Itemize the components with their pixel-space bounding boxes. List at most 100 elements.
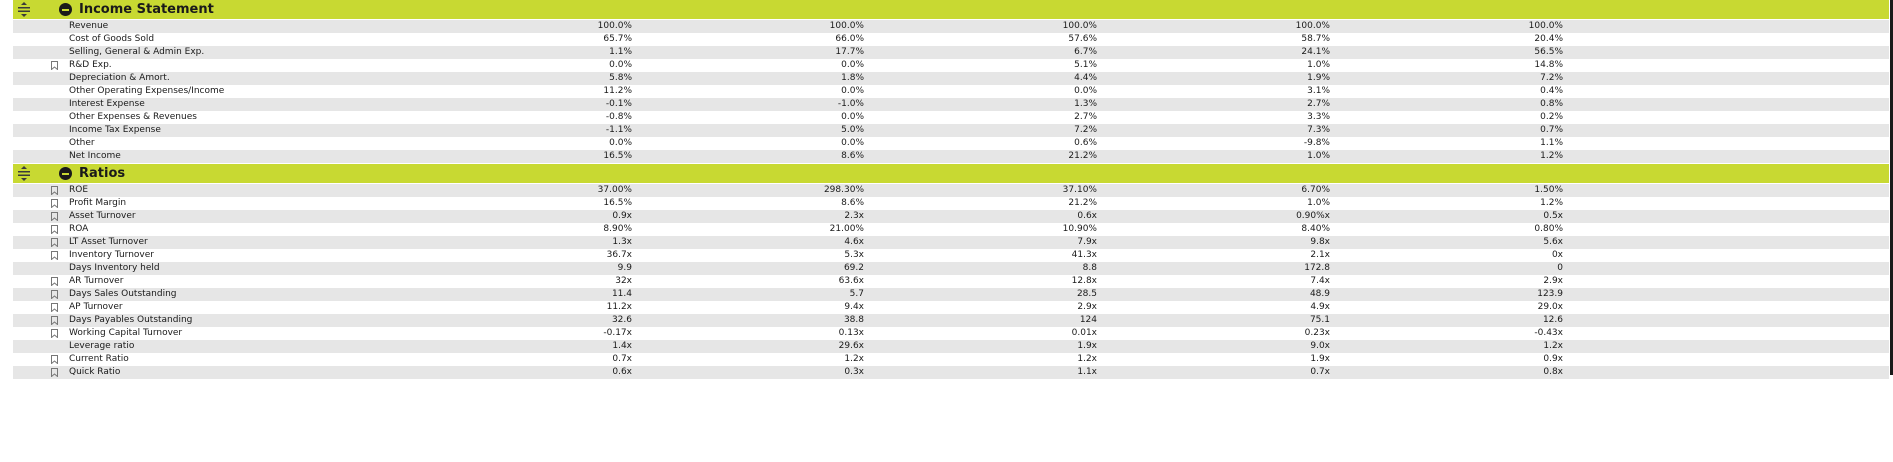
row-label: Asset Turnover (69, 211, 136, 221)
bookmark-icon[interactable] (51, 199, 58, 208)
cell-value: 1.9x (1077, 341, 1097, 351)
cell-value: 57.6% (1068, 34, 1097, 44)
bookmark-icon[interactable] (51, 355, 58, 364)
cell-value: 100.0% (597, 21, 632, 31)
cell-value: 63.6x (838, 276, 864, 286)
table-row-r-d-exp: R&D Exp. 0.0% 0.0% 5.1% 1.0% 14.8% (13, 59, 1889, 72)
cell-value: 5.8% (609, 73, 632, 83)
cell-value: 1.2x (844, 354, 864, 364)
cell-value: 8.6% (841, 151, 864, 161)
cell-value: 100.0% (829, 21, 864, 31)
table-row-inventory-turnover: Inventory Turnover 36.7x 5.3x 41.3x 2.1x 0x (13, 249, 1889, 262)
cell-value: 69.2 (843, 263, 864, 273)
cell-value: 11.4 (611, 289, 632, 299)
cell-value: 1.0% (1307, 60, 1330, 70)
cell-value: 7.2% (1540, 73, 1563, 83)
cell-value: 0.0% (609, 60, 632, 70)
cell-value: 1.2x (1543, 341, 1563, 351)
cell-value: 123.9 (1537, 289, 1563, 299)
cell-value: 0.4% (1540, 86, 1563, 96)
cell-value: 66.0% (835, 34, 864, 44)
collapse-icon[interactable] (59, 3, 72, 16)
row-label: AP Turnover (69, 302, 123, 312)
cell-value: 29.0x (1537, 302, 1563, 312)
cell-value: 24.1% (1301, 47, 1330, 57)
cell-value: 1.8% (841, 73, 864, 83)
cell-value: 2.7% (1074, 112, 1097, 122)
bookmark-icon[interactable] (51, 61, 58, 70)
bookmark-icon[interactable] (51, 212, 58, 221)
cell-value: 36.7x (606, 250, 632, 260)
bookmark-icon[interactable] (51, 316, 58, 325)
bookmark-icon[interactable] (51, 277, 58, 286)
bookmark-icon[interactable] (51, 238, 58, 247)
cell-value: 8.8 (1082, 263, 1097, 273)
cell-value: 1.9x (1310, 354, 1330, 364)
row-label: Depreciation & Amort. (69, 73, 170, 83)
bookmark-icon[interactable] (51, 186, 58, 195)
cell-value: 8.6% (841, 198, 864, 208)
cell-value: 16.5% (603, 198, 632, 208)
bookmark-icon[interactable] (51, 368, 58, 377)
cell-value: 0.0% (609, 138, 632, 148)
cell-value: 14.8% (1534, 60, 1563, 70)
section-title: Income Statement (79, 2, 214, 17)
cell-value: 11.2% (603, 86, 632, 96)
table-row-days-sales-outstanding: Days Sales Outstanding 11.4 5.7 28.5 48.9 123… (13, 288, 1889, 301)
cell-value: -0.8% (605, 112, 632, 122)
bookmark-icon[interactable] (51, 303, 58, 312)
cell-value: 17.7% (835, 47, 864, 57)
table-row-asset-turnover: Asset Turnover 0.9x 2.3x 0.6x 0.90%x 0.5x (13, 210, 1889, 223)
cell-value: 4.6x (844, 237, 864, 247)
drag-handle-icon[interactable] (17, 2, 31, 17)
financial-table: Income Statement Revenue 100.0% 100.0% 100.… (0, 0, 1889, 380)
cell-value: 0.2% (1540, 112, 1563, 122)
table-row-days-payables-outstanding: Days Payables Outstanding 32.6 38.8 124 75.1… (13, 314, 1889, 327)
row-label: Days Payables Outstanding (69, 315, 193, 325)
collapse-icon[interactable] (59, 167, 72, 180)
cell-value: 1.2% (1540, 198, 1563, 208)
bookmark-icon[interactable] (51, 251, 58, 260)
bookmark-icon[interactable] (51, 329, 58, 338)
cell-value: 28.5 (1076, 289, 1097, 299)
drag-handle-icon[interactable] (17, 166, 31, 181)
cell-value: 0.6x (1077, 211, 1097, 221)
scrollbar[interactable] (1890, 0, 1893, 375)
cell-value: 75.1 (1309, 315, 1330, 325)
table-row-interest-expense: Interest Expense -0.1% -1.0% 1.3% 2.7% 0.8% (13, 98, 1889, 111)
cell-value: 0.7% (1540, 125, 1563, 135)
cell-value: 9.9 (617, 263, 632, 273)
cell-value: 298.30% (823, 185, 864, 195)
cell-value: 0.0% (841, 86, 864, 96)
cell-value: 3.1% (1307, 86, 1330, 96)
row-label: Current Ratio (69, 354, 129, 364)
cell-value: 37.10% (1062, 185, 1097, 195)
cell-value: 21.00% (829, 224, 864, 234)
cell-value: 0.0% (1074, 86, 1097, 96)
cell-value: 12.8x (1071, 276, 1097, 286)
cell-value: 0.0% (841, 60, 864, 70)
table-row-ar-turnover: AR Turnover 32x 63.6x 12.8x 7.4x 2.9x (13, 275, 1889, 288)
cell-value: -0.43x (1534, 328, 1563, 338)
row-label: Profit Margin (69, 198, 127, 208)
cell-value: 0.6x (612, 367, 632, 377)
cell-value: 5.7 (849, 289, 864, 299)
row-label: Other (69, 138, 95, 148)
cell-value: 32x (615, 276, 632, 286)
table-row-selling-general-admin-exp: Selling, General & Admin Exp. 1.1% 17.7% 6.… (13, 46, 1889, 59)
cell-value: 1.4x (612, 341, 632, 351)
cell-value: 4.4% (1074, 73, 1097, 83)
cell-value: 1.1x (1077, 367, 1097, 377)
row-label: Other Operating Expenses/Income (69, 86, 225, 96)
cell-value: 5.3x (844, 250, 864, 260)
cell-value: 9.0x (1310, 341, 1330, 351)
bookmark-icon[interactable] (51, 225, 58, 234)
bookmark-icon[interactable] (51, 290, 58, 299)
table-row-income-tax-expense: Income Tax Expense -1.1% 5.0% 7.2% 7.3% 0.7% (13, 124, 1889, 137)
cell-value: 0.7x (1310, 367, 1330, 377)
table-row-other-expenses-revenues: Other Expenses & Revenues -0.8% 0.0% 2.7% 3.… (13, 111, 1889, 124)
row-label: Interest Expense (69, 99, 145, 109)
cell-value: 5.0% (841, 125, 864, 135)
cell-value: 12.6 (1542, 315, 1563, 325)
cell-value: -0.17x (603, 328, 632, 338)
